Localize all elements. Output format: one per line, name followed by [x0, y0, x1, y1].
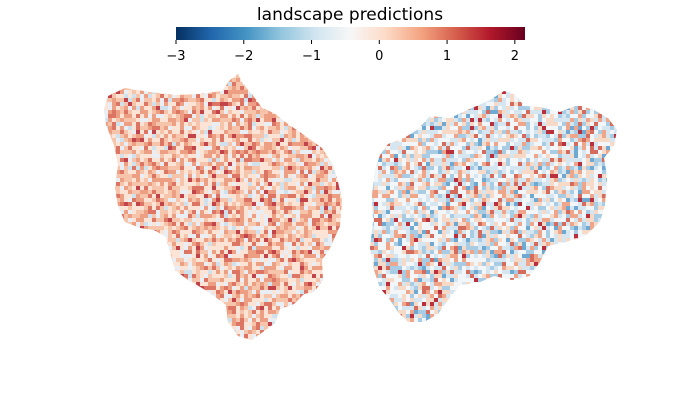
colorbar-tick-label: 1 [443, 49, 451, 64]
colorbar-tick-label: 2 [511, 49, 519, 64]
colorbar-tick-label: 0 [375, 49, 383, 64]
colorbar-tick-label: −2 [234, 49, 253, 64]
colorbar: landscape predictions −3 −2 −1 0 1 2 [166, 5, 525, 64]
left-hemisphere-flatmap [104, 74, 342, 340]
colorbar-ticks: −3 −2 −1 0 1 2 [166, 40, 519, 64]
right-hemisphere-flatmap [370, 91, 617, 322]
colorbar-gradient [176, 27, 525, 40]
colorbar-title: landscape predictions [257, 5, 443, 25]
colorbar-tick-label: −3 [166, 49, 185, 64]
colorbar-tick-label: −1 [302, 49, 321, 64]
